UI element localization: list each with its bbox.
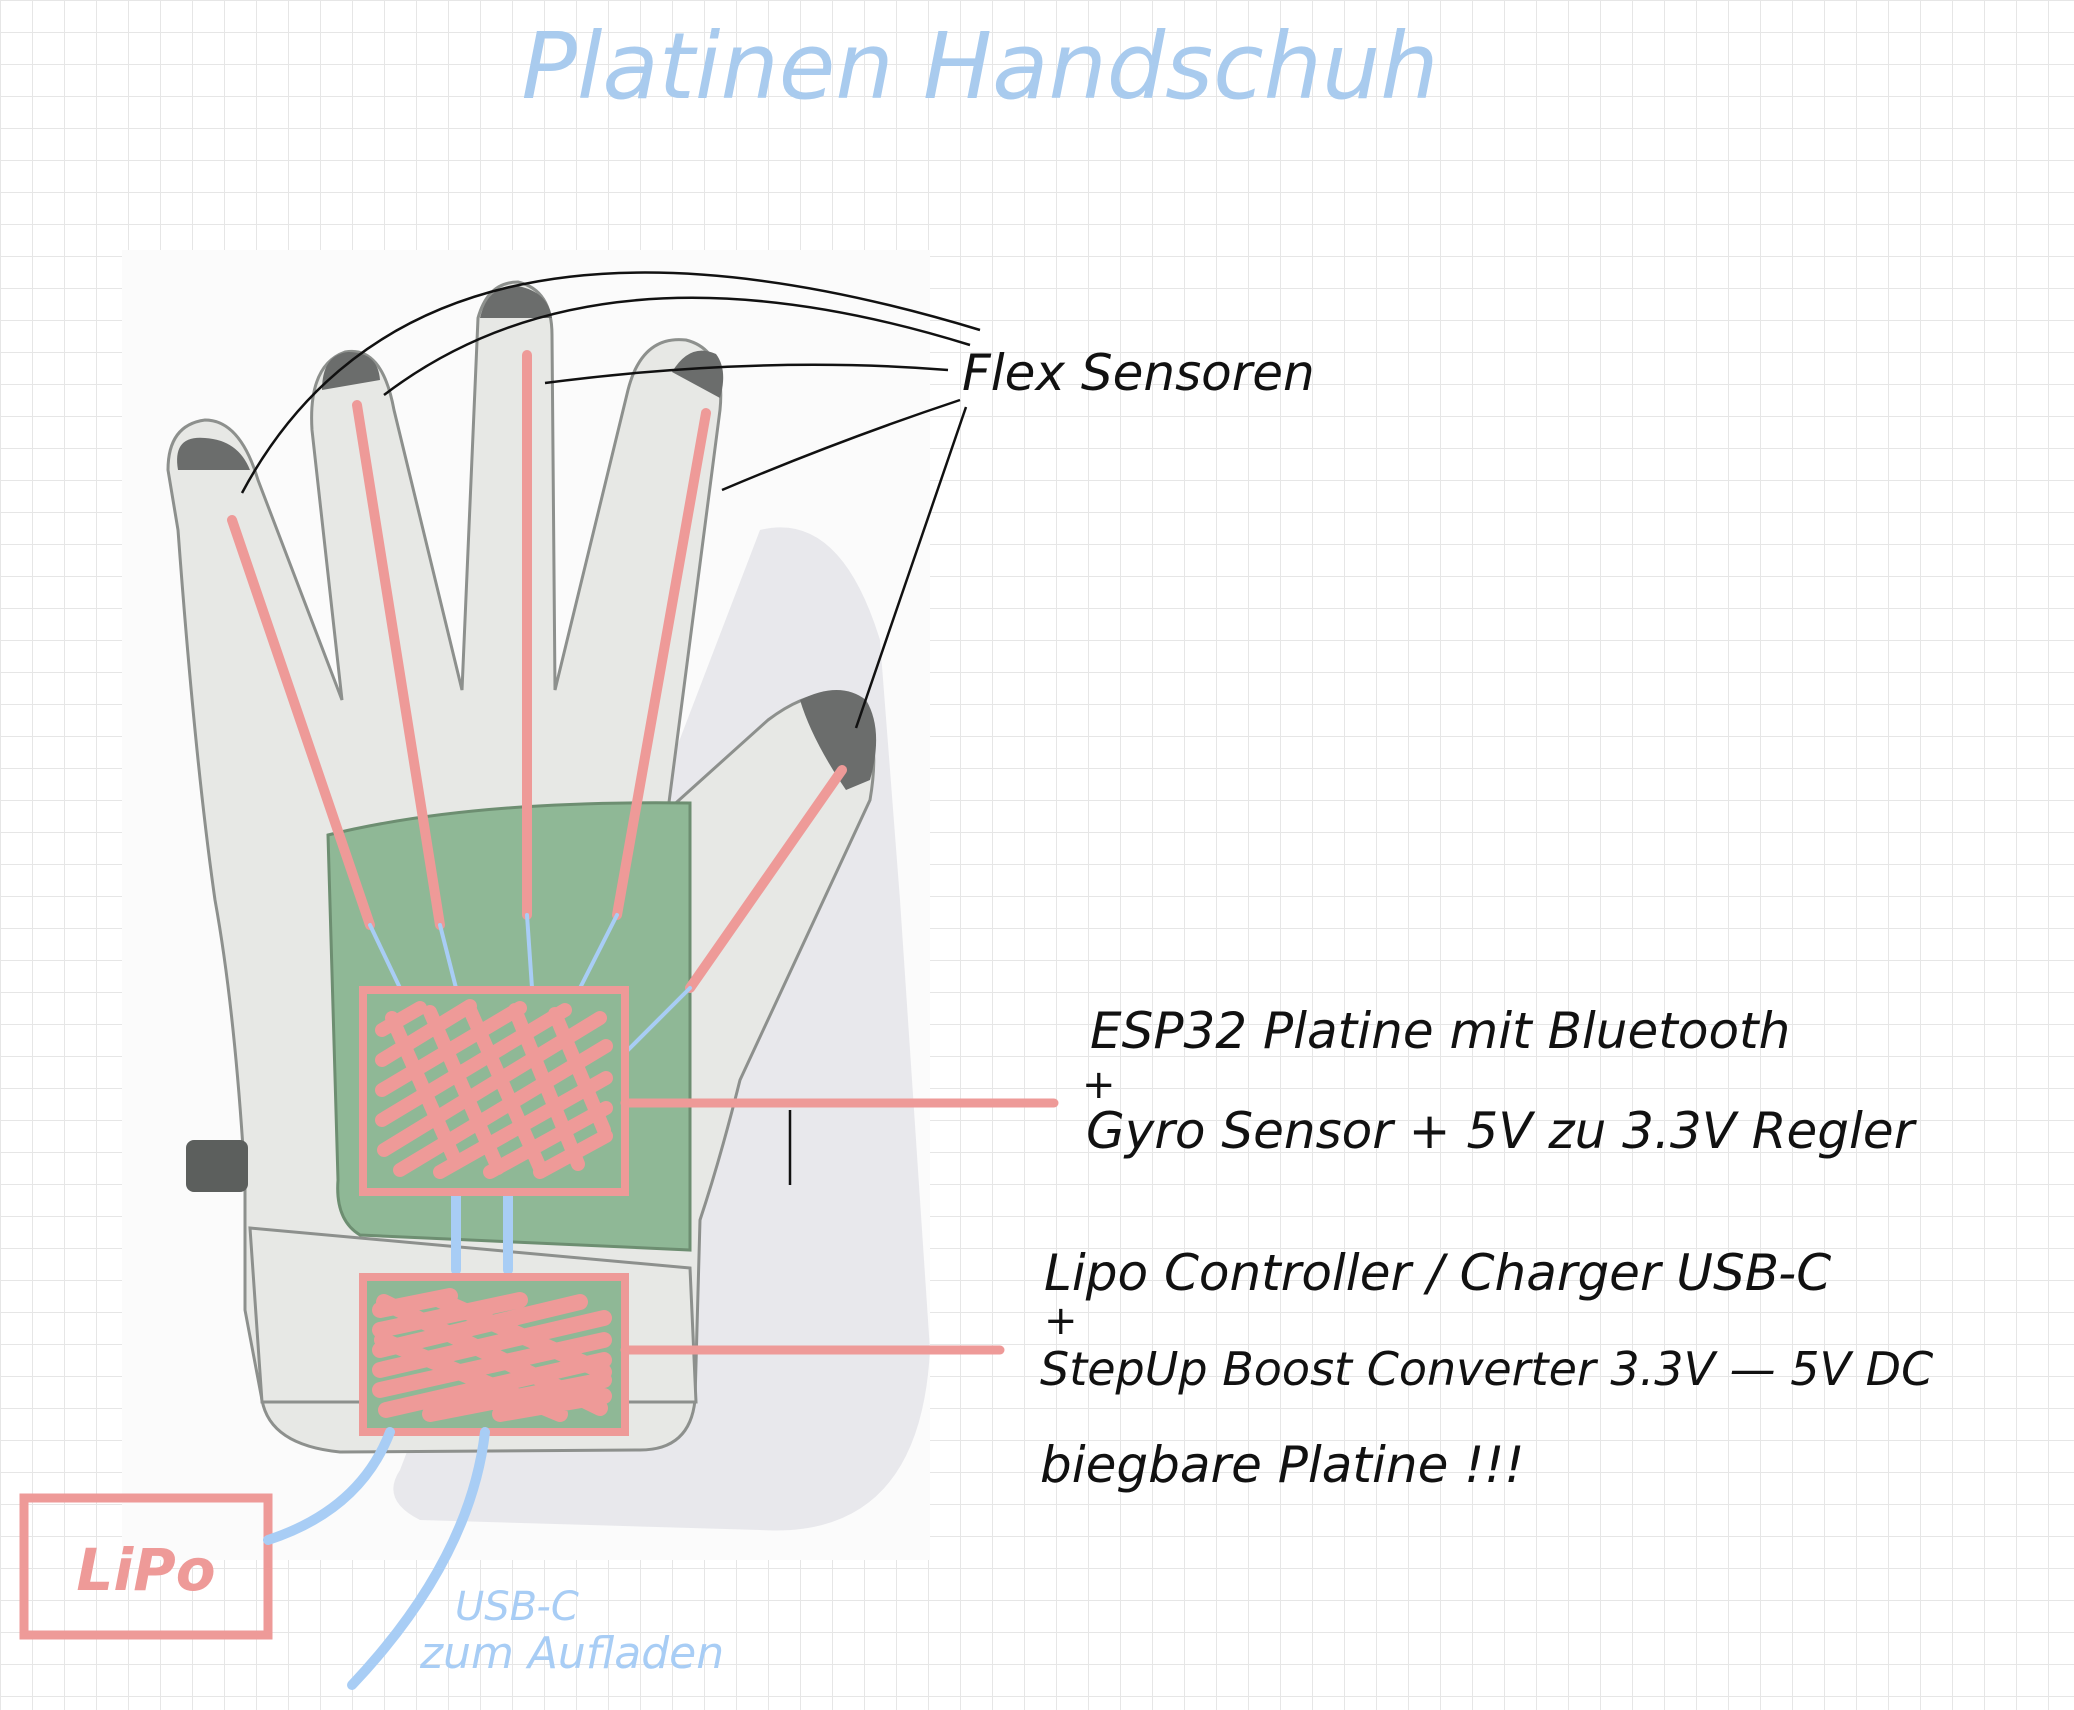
wrist-buckle [186, 1140, 248, 1192]
flex-sensor-ring [352, 400, 445, 930]
lipo-battery: LiPo [19, 1493, 273, 1640]
leader-index [721, 398, 961, 492]
leader-middle [544, 363, 949, 385]
esp32-line-1: ESP32 Platine mit Bluetooth [1090, 1002, 1790, 1060]
esp32-plus: + [1082, 1062, 1116, 1108]
lipo-controller-board [359, 1273, 629, 1436]
lipo-controller-plus: + [1044, 1298, 1078, 1344]
sensor-wires [368, 913, 692, 1054]
flex-sensor-index [612, 408, 711, 920]
flex-sensors [227, 350, 847, 993]
wire-pinky [368, 923, 402, 990]
lipo-controller-line-1: Lipo Controller / Charger USB-C [1044, 1244, 1831, 1302]
flex-sensors-label: Flex Sensoren [962, 344, 1315, 402]
lipo-controller-board-hatching [372, 1288, 612, 1422]
usb-description: USB-C zum Aufladen [419, 1584, 724, 1679]
flex-sensor-pinky [227, 515, 375, 930]
lipo-cable [263, 1427, 395, 1545]
esp32-line-2: Gyro Sensor + 5V zu 3.3V Regler [1086, 1102, 1918, 1160]
wire-thumb [624, 986, 692, 1054]
usb-line-1: USB-C [455, 1584, 579, 1630]
board-pointers [620, 1098, 1059, 1355]
lipo-controller-line-2: StepUp Boost Converter 3.3V — 5V DC [1040, 1342, 1933, 1396]
usb-cable [347, 1427, 490, 1690]
board-connectors [451, 1190, 513, 1275]
wire-ring [438, 923, 458, 990]
leader-pinky [240, 271, 981, 494]
diagram-title: Platinen Handschuh [521, 13, 1438, 120]
fingertip-middle [480, 285, 552, 318]
fingertip-thumb [800, 690, 877, 790]
wire-middle [525, 913, 534, 990]
fingertip-ring [322, 352, 380, 390]
esp32-board [359, 986, 629, 1196]
flexible-pcb-note: biegbare Platine !!! [1040, 1436, 1524, 1494]
lipo-controller-description: Lipo Controller / Charger USB-C + StepUp… [1040, 1244, 1933, 1494]
cables [263, 1427, 490, 1690]
fingertip-pinky [177, 437, 250, 470]
lipo-label: LiPo [76, 1536, 215, 1604]
lipo-battery-box [19, 1493, 273, 1640]
esp32-board-hatching [375, 999, 613, 1179]
leader-thumb [854, 406, 968, 729]
leader-ring [383, 296, 971, 396]
esp32-description: ESP32 Platine mit Bluetooth + Gyro Senso… [1082, 1002, 1918, 1160]
fingertip-index [672, 350, 724, 398]
usb-line-2: zum Aufladen [419, 1628, 724, 1679]
flex-sensor-thumb [685, 765, 847, 993]
flex-sensor-leaders [240, 271, 981, 1185]
wire-index [578, 913, 619, 990]
